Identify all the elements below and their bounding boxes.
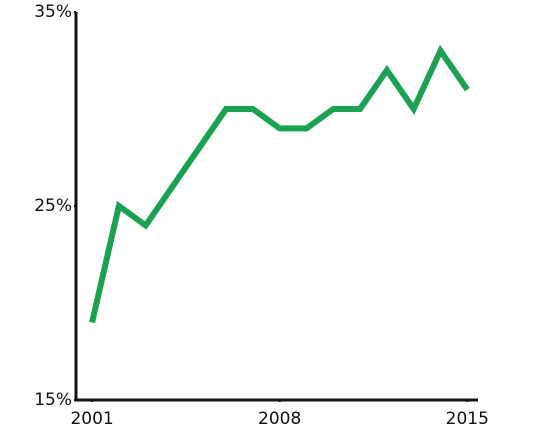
- x-tick-label: 2001: [70, 409, 113, 429]
- x-tick-label: 2015: [446, 409, 489, 429]
- line: [89, 44, 470, 324]
- y-tick-label: 25%: [34, 196, 72, 216]
- y-tick-label: 35%: [34, 2, 72, 22]
- x-tick-label: 2008: [258, 409, 301, 429]
- y-tick-label: 15%: [34, 390, 72, 410]
